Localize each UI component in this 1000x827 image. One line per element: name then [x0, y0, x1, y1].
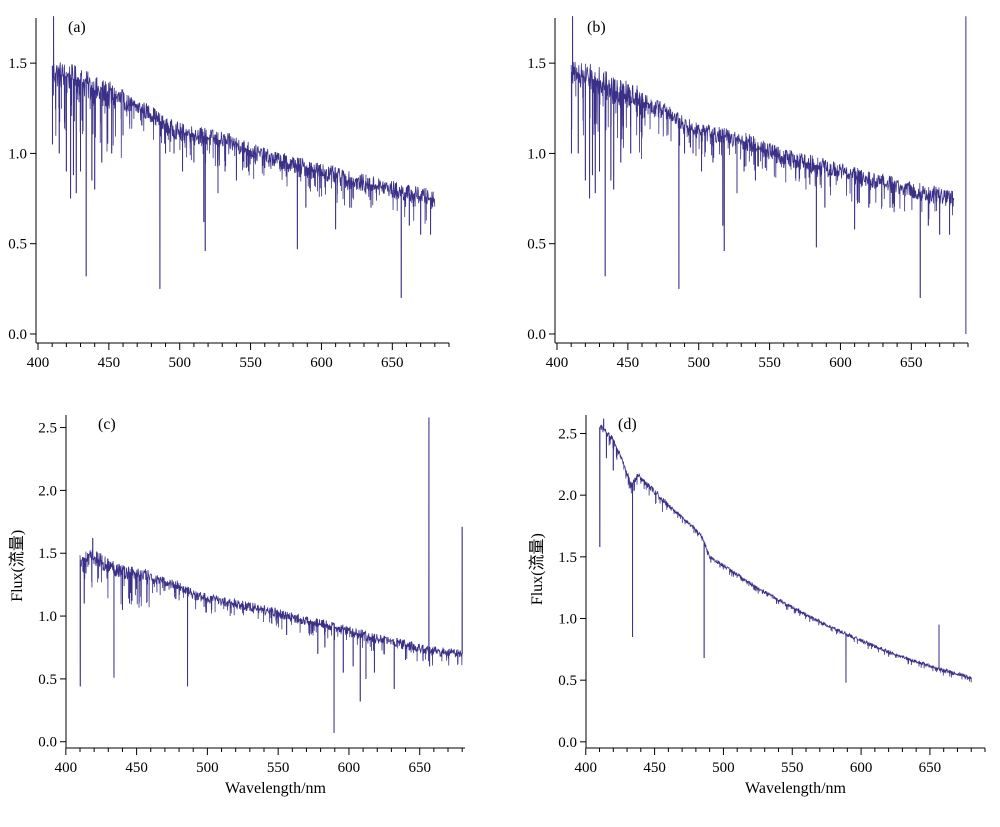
y-tick-label: 1.0: [8, 146, 27, 162]
x-tick-label: 550: [267, 760, 290, 776]
panel-d: 0.0 0.5 1.0 1.5 2.0 2.5 400 450 500 550 600 650 (d) W…: [528, 415, 986, 797]
x-tick-label: 400: [546, 355, 569, 371]
x-tick-label: 500: [168, 355, 191, 371]
y-tick-label: 1.0: [558, 612, 577, 628]
spectrum-line: [570, 16, 955, 298]
x-tick-label: 600: [310, 355, 333, 371]
panel-label: (b): [587, 19, 606, 36]
x-tick-label: 600: [338, 760, 361, 776]
y-tick-label: 0.5: [38, 672, 57, 688]
y-tick-label: 1.0: [527, 146, 546, 162]
panel-b: 0.0 0.5 1.0 1.5 400 450 500 550 600 650 (b): [527, 16, 969, 371]
x-tick-label: 600: [850, 760, 873, 776]
spectrum-line: [79, 417, 463, 733]
y-tick-label: 0.5: [527, 237, 546, 253]
x-tick-label: 550: [781, 760, 804, 776]
y-tick-label: 1.5: [8, 56, 27, 72]
y-tick-label: 2.5: [558, 427, 577, 443]
x-axis-title: Wavelength/nm: [745, 780, 846, 797]
x-tick-label: 600: [829, 355, 852, 371]
x-tick-label: 650: [381, 355, 404, 371]
y-axis-title: Flux(流量): [8, 530, 26, 602]
y-tick-label: 1.5: [558, 550, 577, 566]
panel-a: 0.0 0.5 1.0 1.5 400 450 500 550 600 650 (a): [8, 16, 450, 371]
x-tick-label: 400: [575, 760, 598, 776]
x-tick-label: 650: [900, 355, 923, 371]
x-tick-label: 400: [55, 760, 78, 776]
y-tick-label: 0.0: [8, 327, 27, 343]
panel-label: (a): [68, 19, 86, 36]
x-tick-label: 650: [919, 760, 942, 776]
x-tick-label: 500: [196, 760, 219, 776]
panel-label: (c): [98, 416, 116, 433]
x-tick-label: 500: [712, 760, 735, 776]
x-tick-label: 500: [687, 355, 710, 371]
y-tick-label: 0.0: [558, 735, 577, 751]
panel-c: 0.0 0.5 1.0 1.5 2.0 2.5 400 450 500 550 600 650 (c) W…: [8, 415, 465, 797]
y-tick-label: 0.5: [8, 237, 27, 253]
x-tick-label: 550: [758, 355, 781, 371]
y-tick-label: 2.0: [38, 483, 57, 499]
y-tick-label: 0.5: [558, 673, 577, 689]
y-tick-label: 2.0: [558, 488, 577, 504]
y-tick-label: 1.5: [38, 546, 57, 562]
y-tick-label: 2.5: [38, 421, 57, 437]
spectrum-line: [51, 16, 436, 298]
y-tick-label: 0.0: [38, 735, 57, 751]
y-axis-title: Flux(流量): [528, 533, 546, 605]
x-tick-label: 550: [239, 355, 262, 371]
x-tick-label: 450: [125, 760, 148, 776]
y-tick-label: 0.0: [527, 327, 546, 343]
y-tick-label: 1.0: [38, 609, 57, 625]
x-tick-label: 450: [617, 355, 640, 371]
panel-label: (d): [618, 416, 637, 433]
x-axis-title: Wavelength/nm: [225, 780, 326, 797]
x-tick-label: 450: [98, 355, 121, 371]
x-tick-label: 450: [643, 760, 666, 776]
x-tick-label: 400: [27, 355, 50, 371]
y-tick-label: 1.5: [527, 56, 546, 72]
spectrum-line: [599, 418, 972, 683]
x-tick-label: 650: [408, 760, 431, 776]
